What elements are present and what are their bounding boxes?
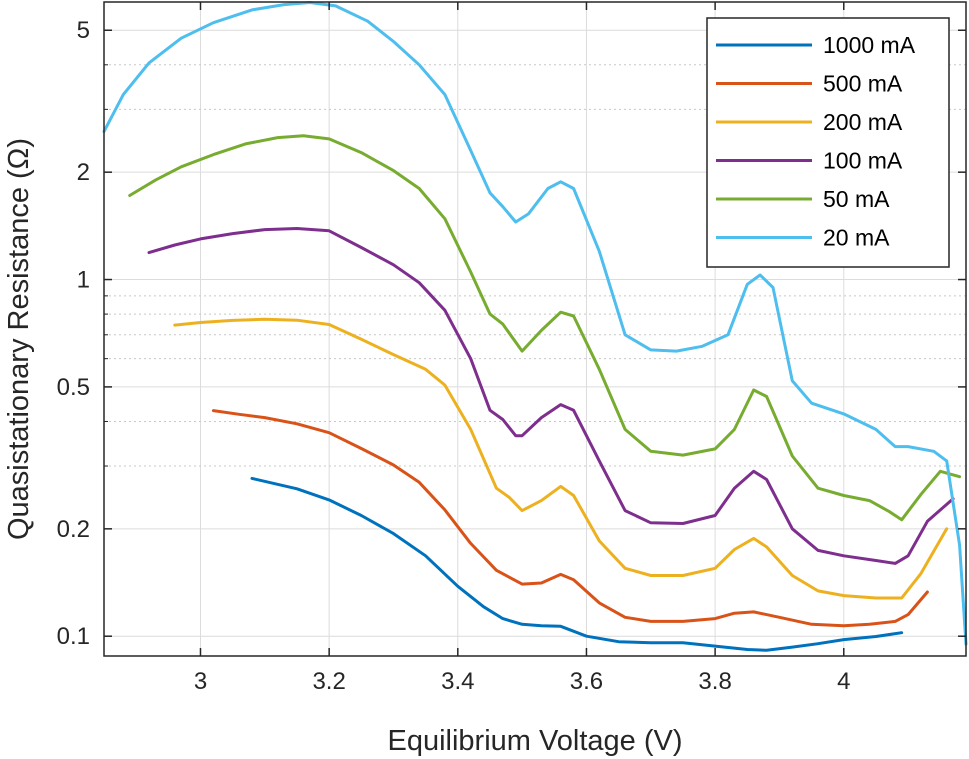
legend-label: 50 mA xyxy=(823,186,890,212)
y-tick-label: 2 xyxy=(77,159,90,186)
legend-box xyxy=(706,17,950,268)
y-tick-label: 0.2 xyxy=(57,516,90,543)
x-tick-labels: 3 3.2 3.4 3.6 3.8 4 xyxy=(194,668,851,695)
x-tick-label: 3.8 xyxy=(698,668,731,695)
x-tick-label: 3 xyxy=(194,668,207,695)
legend: 1000 mA 500 mA 200 mA 100 mA 50 mA 20 mA xyxy=(706,17,950,268)
series-line xyxy=(147,227,955,565)
y-tick-label: 0.1 xyxy=(57,623,90,650)
x-tick-label: 3.4 xyxy=(441,668,474,695)
y-tick-labels: 0.1 0.2 0.5 1 2 5 xyxy=(57,17,90,650)
y-tick-label: 5 xyxy=(77,17,90,44)
y-tick-label: 1 xyxy=(77,267,90,294)
series-line xyxy=(173,317,949,600)
plot-lines xyxy=(102,1,968,652)
x-tick-label: 3.2 xyxy=(312,668,345,695)
series-line xyxy=(128,134,962,522)
y-tick-label: 0.5 xyxy=(57,374,90,401)
axes-box xyxy=(103,1,967,657)
series-line xyxy=(102,1,968,646)
x-tick-label: 4 xyxy=(837,668,850,695)
series-line xyxy=(211,409,929,628)
y-axis-label: Quasistationary Resistance (Ω) xyxy=(3,138,35,540)
legend-label: 100 mA xyxy=(823,148,903,174)
legend-label: 20 mA xyxy=(823,225,890,251)
series-line xyxy=(250,476,904,652)
legend-label: 200 mA xyxy=(823,109,903,135)
legend-label: 500 mA xyxy=(823,71,903,97)
legend-label: 1000 mA xyxy=(823,32,916,58)
axis-ticks xyxy=(104,2,966,656)
x-axis-label: Equilibrium Voltage (V) xyxy=(388,725,683,757)
x-tick-label: 3.6 xyxy=(570,668,603,695)
